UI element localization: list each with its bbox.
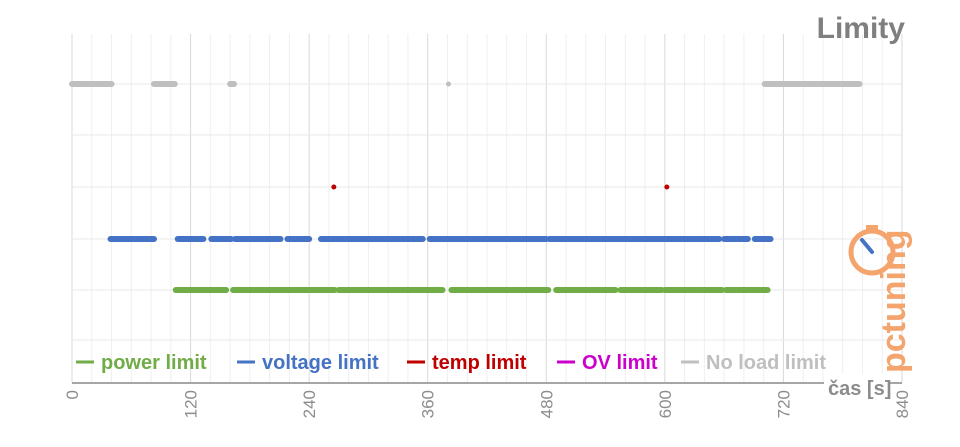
- legend-label: voltage limit: [262, 352, 379, 374]
- x-tick-label: 720: [774, 390, 793, 418]
- chart-title: Limity: [817, 12, 906, 45]
- legend-item: No load limit: [681, 352, 826, 374]
- x-axis-label: čas [s]: [828, 378, 891, 400]
- pctuning-logo: pctuning: [848, 225, 913, 373]
- series-point: [331, 184, 337, 190]
- x-axis-label-bg: [824, 374, 890, 398]
- legend-label: temp limit: [432, 352, 527, 374]
- series-point: [664, 184, 670, 190]
- legend-label: OV limit: [582, 352, 658, 374]
- stopwatch-icon: [848, 225, 896, 276]
- legend-item: voltage limit: [237, 352, 379, 374]
- legend: power limit voltage limit temp limit OV lim…: [76, 352, 826, 374]
- legend-item: temp limit: [407, 352, 527, 374]
- legend-label: No load limit: [706, 352, 826, 374]
- x-tick-labels: 0 120 240 360 480 600 720 840: [63, 390, 912, 418]
- x-tick-label: 480: [537, 390, 556, 418]
- x-tick-label: 120: [182, 390, 201, 418]
- x-tick-label: 0: [63, 390, 82, 399]
- series-temp-limit: [331, 184, 670, 190]
- series-no-load-limit: [69, 81, 863, 87]
- legend-item: OV limit: [557, 352, 658, 374]
- x-tick-label: 360: [419, 390, 438, 418]
- data-series: [69, 81, 863, 293]
- x-tick-label: 840: [893, 390, 912, 418]
- legend-item: power limit: [76, 352, 207, 374]
- x-tick-label: 600: [656, 390, 675, 418]
- x-tick-label: 240: [300, 390, 319, 418]
- legend-label: power limit: [101, 352, 207, 374]
- logo-text: pctuning: [875, 229, 913, 373]
- series-point: [445, 81, 451, 87]
